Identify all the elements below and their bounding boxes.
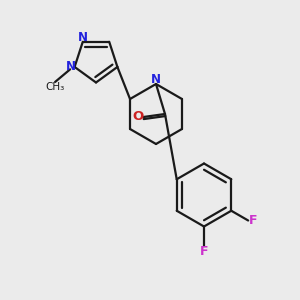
Text: F: F: [249, 214, 258, 227]
Text: CH₃: CH₃: [46, 82, 65, 92]
Text: O: O: [133, 110, 144, 123]
Text: F: F: [200, 245, 208, 258]
Text: N: N: [78, 32, 88, 44]
Text: N: N: [66, 61, 76, 74]
Text: N: N: [151, 73, 161, 86]
